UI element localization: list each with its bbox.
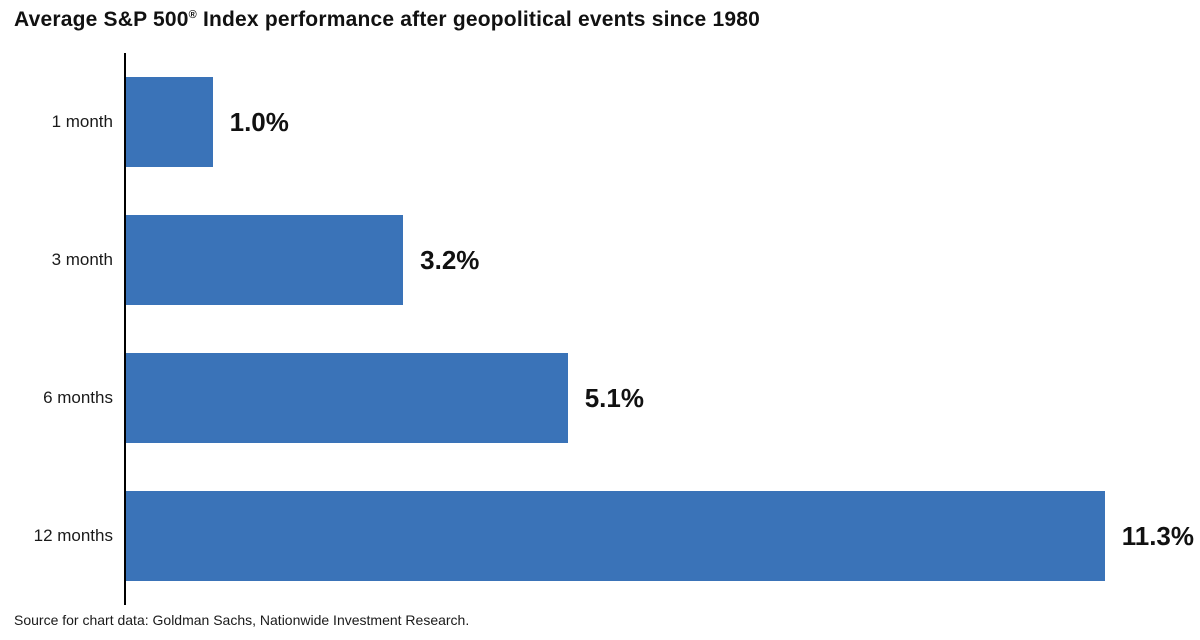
bar-track: 3.2% xyxy=(126,191,1200,329)
value-label: 1.0% xyxy=(229,106,289,137)
registered-trademark-mark: ® xyxy=(188,9,197,21)
bar-row: 6 months 5.1% xyxy=(0,329,1200,467)
bar xyxy=(126,215,404,305)
bar-track: 5.1% xyxy=(126,329,1200,467)
category-label: 12 months xyxy=(33,526,113,545)
value-label: 3.2% xyxy=(420,244,480,275)
category-label: 6 months xyxy=(43,388,113,407)
bar-row: 12 months 11.3% xyxy=(0,467,1200,605)
bar-row: 3 month 3.2% xyxy=(0,191,1200,329)
y-axis-line xyxy=(124,53,126,605)
bar xyxy=(126,77,213,167)
bar-row: 1 month 1.0% xyxy=(0,53,1200,191)
chart-title-text: Average S&P 500 xyxy=(14,8,189,31)
bar-track: 1.0% xyxy=(126,53,1200,191)
plot-area: 1 month 1.0% 3 month 3.2% 6 months 5.1% … xyxy=(0,53,1200,605)
bar-track: 11.3% xyxy=(126,467,1200,605)
chart-title-text-suffix: Index performance after geopolitical eve… xyxy=(196,8,760,31)
bar xyxy=(126,353,568,443)
value-label: 5.1% xyxy=(584,382,644,413)
chart-title: Average S&P 500® Index performance after… xyxy=(14,8,760,32)
category-label: 3 month xyxy=(51,250,113,269)
bar-rows: 1 month 1.0% 3 month 3.2% 6 months 5.1% … xyxy=(0,53,1200,605)
value-label: 11.3% xyxy=(1121,520,1195,551)
source-note: Source for chart data: Goldman Sachs, Na… xyxy=(14,612,470,628)
category-label: 1 month xyxy=(51,112,113,131)
bar xyxy=(126,491,1105,581)
